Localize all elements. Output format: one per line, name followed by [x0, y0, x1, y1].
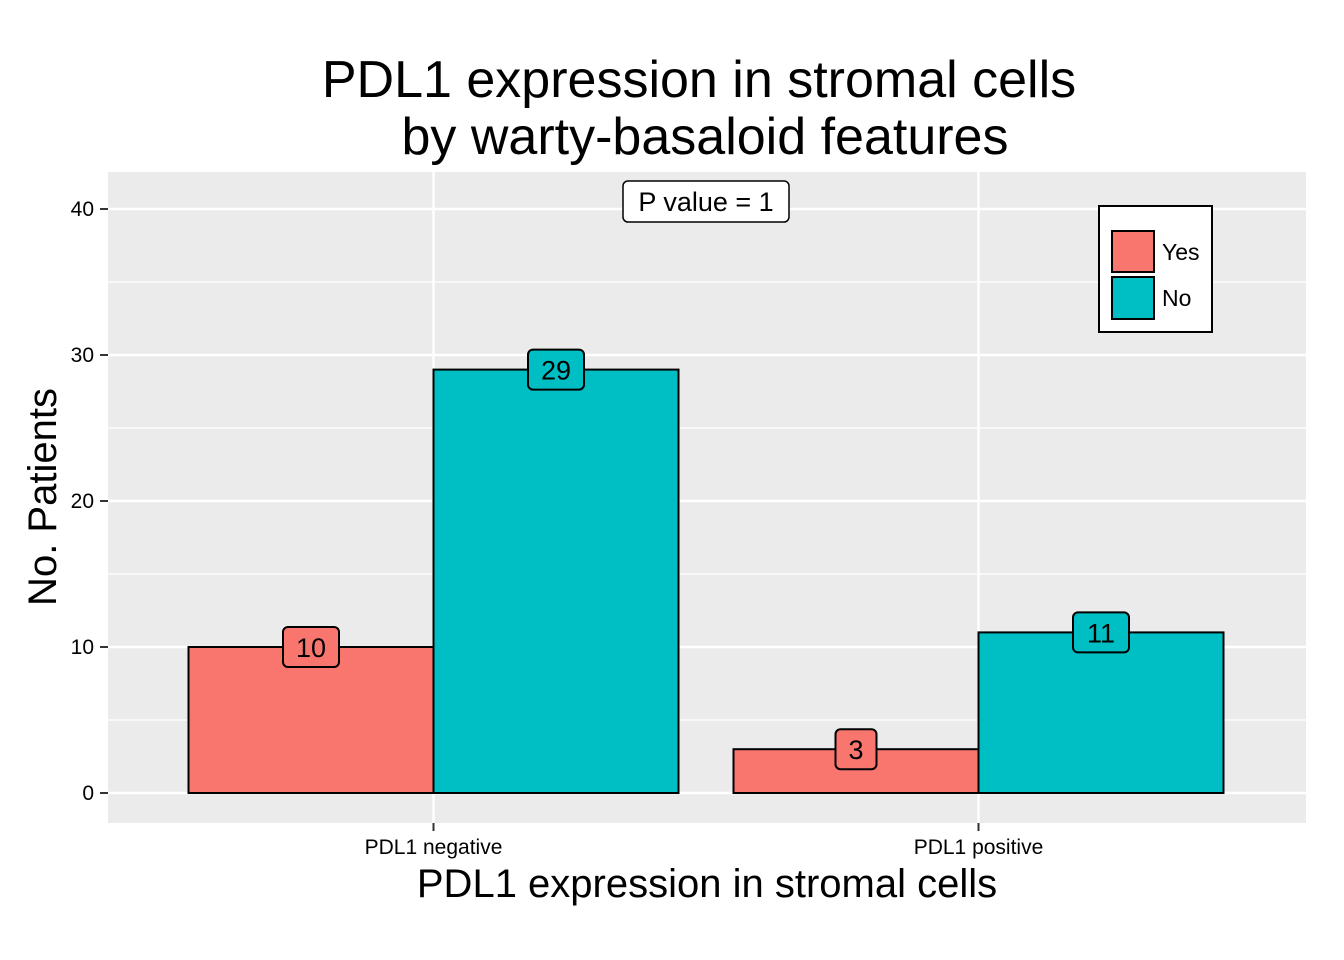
p-value-text: P value = 1	[638, 187, 773, 217]
legend-label-yes: Yes	[1162, 239, 1200, 265]
y-tick-label: 30	[71, 344, 94, 367]
legend: Yes No	[1098, 205, 1213, 333]
x-axis-ticks: PDL1 negative PDL1 positive	[365, 823, 1044, 859]
data-label-box	[527, 348, 585, 391]
data-label-box	[1072, 611, 1130, 654]
p-value-annotation: P value = 1	[622, 180, 790, 223]
y-tick-label: 0	[82, 782, 94, 805]
data-label: 3	[848, 735, 863, 765]
legend-key-no	[1111, 276, 1155, 320]
y-axis-title: No. Patients	[21, 388, 65, 606]
y-tick-label: 40	[71, 198, 94, 221]
data-label: 10	[296, 633, 326, 663]
p-value-box	[622, 180, 790, 223]
bars	[187, 368, 1225, 795]
bar-yes-1	[187, 646, 435, 794]
bar-no-1	[432, 368, 680, 794]
data-label-box	[282, 626, 340, 668]
chart-title-line-2: by warty-basaloid features	[402, 108, 1009, 166]
y-tick-label: 20	[71, 490, 94, 513]
data-label-box	[834, 728, 878, 771]
x-tick-label: PDL1 positive	[914, 836, 1044, 859]
y-tick-label: 10	[71, 636, 94, 659]
data-label: 29	[541, 356, 571, 386]
legend-label-no: No	[1162, 285, 1191, 311]
legend-key-yes	[1111, 230, 1155, 273]
chart-title-line-1: PDL1 expression in stromal cells	[322, 51, 1076, 109]
bar-no-2	[977, 631, 1225, 795]
x-axis-title: PDL1 expression in stromal cells	[417, 862, 997, 906]
y-axis-ticks: 0 10 20 30 40	[71, 198, 108, 805]
data-label: 11	[1087, 618, 1115, 648]
x-tick-label: PDL1 negative	[365, 836, 503, 859]
data-labels: 10 29 3 11	[282, 348, 1130, 771]
